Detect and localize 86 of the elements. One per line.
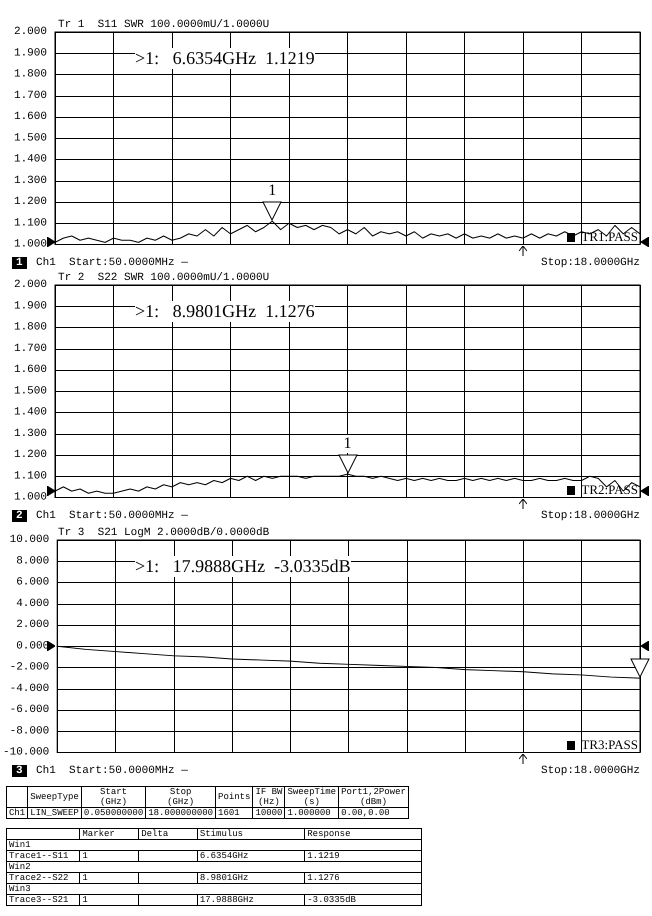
- text: Port1,2Power (dBm): [338, 786, 408, 808]
- annotation: TR3:PASS: [581, 737, 638, 753]
- text: 17.9888GHz: [197, 894, 305, 906]
- y-tick-label: 1.300: [14, 174, 47, 187]
- text: Response: [304, 828, 422, 840]
- y-tick-label: 1.000: [14, 238, 47, 250]
- text: Ch1: [6, 808, 28, 818]
- y-tick-label: 1.900: [14, 47, 47, 60]
- text: Marker: [80, 828, 139, 840]
- y-tick-label: 1.100: [14, 470, 47, 482]
- y-tick-label: -6.000: [10, 704, 50, 716]
- text: Stop:18.0000GHz: [540, 765, 640, 777]
- y-tick-label: 1.500: [14, 385, 47, 398]
- annotation: >1: 17.9888GHz -3.0335dB: [135, 556, 351, 577]
- text: Points: [216, 786, 253, 808]
- text: -3.0335dB: [304, 894, 422, 906]
- text: 1.000000: [284, 808, 339, 818]
- text: Ch1 Start:50.0000MHz —: [36, 257, 188, 269]
- text: 1: [80, 872, 139, 884]
- text: 1.1276: [304, 872, 422, 884]
- y-tick-label: 6.000: [16, 576, 50, 588]
- annotation: TR1:PASS: [581, 229, 638, 245]
- text: 18.000000000: [146, 808, 216, 818]
- text: 10000: [252, 808, 285, 818]
- text: 1.1219: [304, 850, 422, 862]
- text: 1: [12, 257, 27, 269]
- text: SweepTime (s): [284, 786, 339, 808]
- text: 1601: [216, 808, 253, 818]
- y-tick-label: 1.200: [14, 449, 47, 461]
- y-tick-label: 8.000: [16, 555, 50, 568]
- y-tick-label: 1.600: [14, 364, 47, 376]
- text: LIN_SWEEP: [28, 808, 82, 818]
- text: Win1: [6, 840, 422, 850]
- text: Trace1--S11: [6, 850, 80, 862]
- y-tick-label: -10.000: [2, 746, 50, 758]
- y-tick-label: 1.800: [14, 68, 47, 80]
- y-tick-label: -4.000: [10, 682, 50, 695]
- y-tick-label: 1.400: [14, 154, 47, 166]
- y-tick-label: 1.800: [14, 322, 47, 334]
- text: 3: [12, 765, 27, 777]
- chart-title: Tr 3 S21 LogM 2.0000dB/0.0000dB: [58, 527, 270, 539]
- y-tick-label: 1.200: [14, 196, 47, 208]
- y-tick-label: 1.600: [14, 111, 47, 123]
- annotation: TR2:PASS: [581, 482, 638, 498]
- y-tick-label: -8.000: [10, 725, 50, 738]
- text: SweepType: [28, 786, 82, 808]
- text: Ch1 Start:50.0000MHz —: [36, 765, 188, 777]
- y-tick-label: 1.700: [14, 90, 47, 102]
- y-tick-label: 10.000: [10, 534, 50, 546]
- text: Win2: [6, 862, 422, 872]
- y-tick-label: 2.000: [14, 26, 47, 38]
- text: Delta: [138, 828, 198, 840]
- text: 8.9801GHz: [197, 872, 305, 884]
- text: Ch1 Start:50.0000MHz —: [36, 510, 188, 522]
- y-tick-label: 1.700: [14, 342, 47, 355]
- text: Stop (GHz): [146, 786, 216, 808]
- text: Trace2--S22: [6, 872, 80, 884]
- y-tick-label: 1.900: [14, 300, 47, 312]
- text: Trace3--S21: [6, 894, 80, 906]
- text: Stop:18.0000GHz: [540, 257, 640, 269]
- annotation: 1: [342, 435, 354, 454]
- text: Win3: [6, 884, 422, 894]
- text: Stop:18.0000GHz: [540, 510, 640, 522]
- y-tick-label: -2.000: [10, 662, 50, 674]
- text: Stimulus: [197, 828, 305, 840]
- y-tick-label: 2.000: [14, 279, 47, 291]
- annotation: >1: 8.9801GHz 1.1276: [135, 301, 315, 322]
- y-tick-label: 1.100: [14, 217, 47, 230]
- text: 2: [12, 510, 27, 522]
- chart-title: Tr 2 S22 SWR 100.0000mU/1.0000U: [58, 272, 270, 284]
- annotation: 1: [266, 182, 278, 200]
- text: 6.6354GHz: [197, 850, 305, 862]
- y-tick-label: 1.400: [14, 406, 47, 418]
- text: 1: [80, 850, 139, 862]
- text: 1: [80, 894, 139, 906]
- text: IF BW (Hz): [252, 786, 285, 808]
- annotation: >1: 6.6354GHz 1.1219: [135, 48, 315, 69]
- y-tick-label: 2.000: [16, 619, 50, 631]
- y-tick-label: 1.000: [14, 492, 47, 504]
- chart-title: Tr 1 S11 SWR 100.0000mU/1.0000U: [58, 19, 270, 31]
- y-tick-label: 1.300: [14, 428, 47, 440]
- y-tick-label: 1.500: [14, 132, 47, 144]
- y-tick-label: 4.000: [16, 598, 50, 610]
- text: 0.050000000: [81, 808, 146, 818]
- text: Start (GHz): [81, 786, 146, 808]
- text: 0.00,0.00: [338, 808, 408, 818]
